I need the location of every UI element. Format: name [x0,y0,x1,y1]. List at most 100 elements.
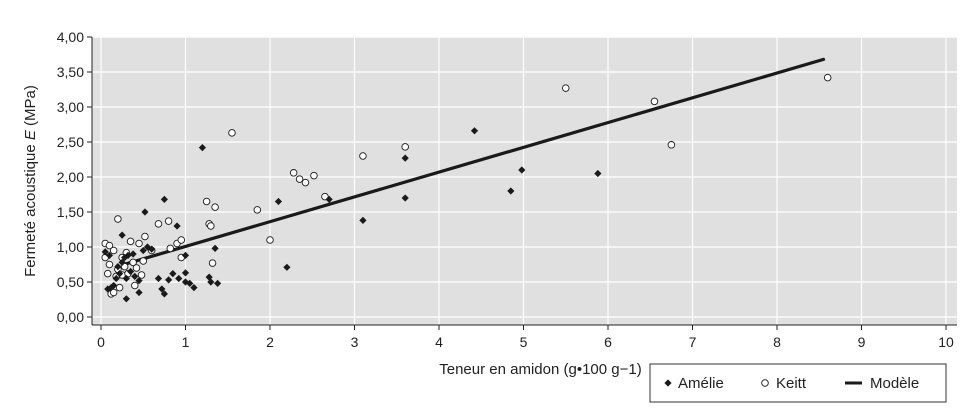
amelie-point-40 [214,279,222,287]
amelie-point-50 [594,169,602,178]
amelie-point-20 [141,208,149,216]
y-axis-title-italic: E [22,129,39,140]
amelie-point-25 [160,290,168,298]
y-axis-title-prefix: Fermeté acoustique [22,140,39,277]
keitt-point-7 [109,246,118,255]
y-axis-title-suffix: (MPa) [22,85,39,130]
keitt-point-3 [105,260,114,269]
keitt-point-40 [289,169,298,177]
keitt-point-46 [401,143,409,151]
legend-label-keitt: Keitt [776,375,807,392]
amelie-point-28 [169,270,177,278]
tick-labels: 0,00 0,50 1,00 1,50 2,00 2,50 3,00 3,50 4,00 0 1 2 3… [57,29,954,350]
keitt-point-39 [266,236,274,244]
model-line-layer [124,57,826,266]
amelie-point-1 [105,251,114,259]
amelie-point-7 [115,270,124,278]
amelie-point-47 [470,127,479,135]
y-tick-label-3: 1,50 [57,204,84,220]
amelie-point-39 [211,244,219,252]
keitt-point-41 [295,175,304,183]
legend-label-modele: Modèle [870,375,919,392]
x-tick-label-0: 0 [97,334,105,350]
x-tick-label-3: 3 [351,334,359,350]
amelie-point-3 [107,284,115,292]
keitt-point-32 [202,197,211,206]
amelie-point-48 [507,187,515,195]
legend-box [649,363,947,403]
keitt-point-30 [177,236,186,244]
amelie-point-49 [518,166,526,174]
keitt-point-47 [562,84,570,92]
gridlines [92,36,957,325]
y-tick-label-0: 0,00 [57,309,84,325]
model-line [124,57,826,266]
amelie-point-26 [160,195,168,203]
keitt-point-10 [114,215,122,223]
amelie-point-35 [190,284,198,292]
keitt-point-11 [115,283,124,292]
amelie-point-37 [205,273,213,281]
keitt-point-21 [135,239,143,248]
keitt-point-18 [129,258,137,267]
keitt-point-45 [359,152,367,160]
legend-marker-amelie [664,379,672,387]
amelie-point-5 [112,274,120,283]
amelie-point-17 [135,277,143,285]
legend: Amélie Keitt Modèle [649,363,947,403]
keitt-point-38 [253,206,262,214]
amelie-point-27 [165,276,173,284]
amelie-point-11 [122,274,130,283]
amelie-point-29 [173,222,181,230]
x-axis-title: Teneur en amidon (g•100 g−1) [439,361,641,378]
amelie-point-13 [124,251,132,259]
amelie-point-46 [401,194,409,202]
y-tick-label-1: 0,50 [57,274,84,290]
y-tick-label-2: 1,00 [57,239,84,255]
legend-marker-keitt [761,379,769,387]
amelie-point-24 [158,285,166,293]
amelie-point-42 [283,263,291,271]
x-tick-label-7: 7 [689,334,697,350]
keitt-point-26 [154,220,163,228]
keitt-point-17 [126,237,135,246]
keitt-point-43 [310,171,318,180]
x-tick-label-4: 4 [435,334,443,350]
keitt-point-42 [301,178,310,187]
amelie-point-8 [118,258,126,266]
keitt-point-36 [211,203,219,211]
keitt-point-4 [105,241,114,250]
amelie-point-15 [129,250,137,258]
keitt-point-28 [166,244,175,253]
keitt-point-2 [104,269,112,278]
amelie-point-34 [186,279,194,287]
keitt-point-44 [321,192,329,201]
x-tick-label-1: 1 [182,334,190,350]
amelie-point-4 [110,281,118,290]
amelie-point-45 [401,154,409,162]
keitt-point-19 [131,281,139,290]
amelie-point-36 [198,144,206,152]
amelie-point-22 [148,245,156,253]
x-tick-label-9: 9 [858,334,866,350]
keitt-point-48 [650,97,659,106]
keitt-point-37 [228,129,236,137]
keitt-point-27 [164,217,173,225]
keitt-point-6 [109,288,118,297]
keitt-point-34 [207,222,215,230]
keitt-point-20 [132,264,141,272]
amelie-point-12 [122,295,130,303]
axes [87,36,957,330]
keitt-point-49 [667,141,676,149]
amelie-point-30 [175,274,183,283]
amelie-point-14 [126,267,135,276]
x-tick-label-8: 8 [773,334,781,350]
amelie-point-32 [181,251,190,259]
keitt-point-24 [141,232,149,241]
data-points [101,73,832,303]
keitt-point-50 [823,73,832,82]
y-tick-label-6: 3,00 [57,99,84,115]
amelie-point-18 [135,288,143,297]
